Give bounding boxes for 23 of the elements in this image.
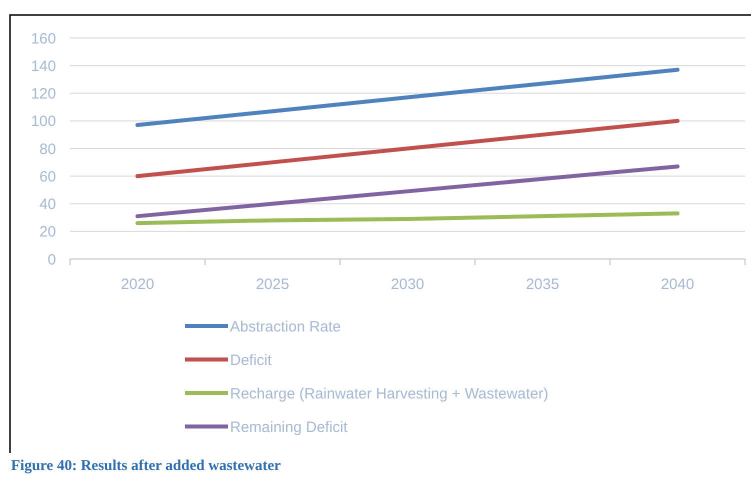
legend-label: Abstraction Rate <box>230 318 341 336</box>
x-tick-label: 2035 <box>526 276 560 293</box>
line-series <box>136 68 680 128</box>
line-series <box>136 164 680 218</box>
y-tick-label: 160 <box>30 30 56 48</box>
y-tick-label: 140 <box>30 58 56 75</box>
line-series <box>136 118 680 178</box>
y-tick-label: 60 <box>39 168 56 186</box>
legend-label: Remaining Deficit <box>230 418 348 436</box>
x-tick-label: 2030 <box>390 276 424 293</box>
legend-label: Recharge (Rainwater Harvesting + Wastewater) <box>230 385 548 402</box>
line-series <box>136 211 680 226</box>
x-tick-label: 2040 <box>660 276 694 293</box>
x-tick-label: 2025 <box>256 276 290 293</box>
y-tick-label: 100 <box>30 113 56 130</box>
y-tick-label: 120 <box>30 86 56 102</box>
x-tick-label: 2020 <box>120 276 154 293</box>
y-tick-label: 0 <box>48 251 56 268</box>
y-tick-label: 80 <box>39 140 56 158</box>
caption: Figure 40: Results after added wastewater <box>11 458 282 474</box>
y-tick-label: 20 <box>39 224 56 241</box>
y-tick-label: 40 <box>39 196 56 213</box>
legend-label: Deficit <box>230 352 273 369</box>
